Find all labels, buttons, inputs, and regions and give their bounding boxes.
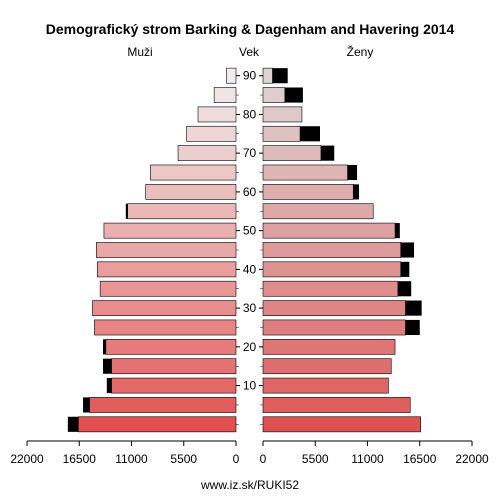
female-surplus-90+ bbox=[272, 68, 288, 84]
male-surplus-55-59 bbox=[125, 203, 128, 219]
male-bar-15-19 bbox=[111, 358, 237, 375]
male-bar-55-59 bbox=[127, 203, 237, 220]
male-surplus-20-24 bbox=[103, 339, 106, 355]
x-axes: 22000 16500 11000 5500 0 0 5500 11000 16500 22000 bbox=[10, 440, 489, 466]
female-surplus-25-29 bbox=[405, 319, 420, 336]
female-bar-65-69 bbox=[262, 164, 348, 181]
female-bar-20-24 bbox=[262, 338, 396, 355]
x-tick-label-left-5500: 5500 bbox=[170, 452, 197, 466]
female-bar-80-84 bbox=[262, 106, 303, 123]
female-surplus-30-34 bbox=[405, 300, 422, 316]
male-bar-45-49 bbox=[96, 242, 237, 258]
x-tick-label-right-0: 0 bbox=[260, 452, 267, 466]
x-tick-label-left-16500: 16500 bbox=[63, 452, 97, 466]
female-bar-70-74 bbox=[262, 145, 322, 162]
female-bar-75-79 bbox=[262, 125, 301, 142]
age-tick-label-80: 80 bbox=[243, 107, 257, 121]
male-bar-75-79 bbox=[186, 125, 237, 142]
male-surplus-5-9 bbox=[83, 397, 90, 413]
female-surplus-40-44 bbox=[400, 261, 410, 277]
male-bars bbox=[67, 67, 237, 433]
female-surplus-35-39 bbox=[397, 281, 412, 297]
female-bar-25-29 bbox=[262, 319, 406, 336]
x-tick-label-left-0: 0 bbox=[233, 452, 240, 466]
age-tick-label-10: 10 bbox=[243, 379, 257, 393]
left-series-label: Muži bbox=[127, 45, 152, 59]
right-series-label: Ženy bbox=[347, 44, 374, 59]
age-tick-label-50: 50 bbox=[243, 224, 257, 238]
age-tick-label-20: 20 bbox=[243, 340, 257, 354]
female-bar-55-59 bbox=[262, 203, 374, 220]
female-bar-0-4 bbox=[262, 416, 421, 433]
age-tick-label-70: 70 bbox=[243, 146, 257, 160]
female-bar-90+ bbox=[262, 67, 273, 84]
female-bar-60-64 bbox=[262, 184, 354, 200]
female-surplus-45-49 bbox=[400, 242, 415, 258]
female-surplus-75-79 bbox=[300, 126, 320, 142]
male-surplus-15-19 bbox=[103, 358, 112, 374]
source-footer: www.iz.sk/RUKI52 bbox=[200, 478, 299, 492]
female-bar-40-44 bbox=[262, 261, 402, 278]
female-bar-5-9 bbox=[262, 397, 411, 413]
age-axis: 10 20 30 40 50 60 70 80 90 bbox=[236, 69, 263, 425]
x-tick-label-right-5500: 5500 bbox=[302, 452, 329, 466]
x-tick-label-left-11000: 11000 bbox=[115, 452, 148, 466]
male-bar-90+ bbox=[226, 67, 237, 84]
x-tick-label-right-11000: 11000 bbox=[351, 452, 384, 466]
female-surplus-60-64 bbox=[353, 184, 359, 200]
female-bar-85-89 bbox=[262, 87, 286, 103]
female-bar-15-19 bbox=[262, 358, 392, 375]
male-bar-60-64 bbox=[145, 184, 237, 200]
male-bar-10-14 bbox=[111, 377, 237, 394]
male-bar-30-34 bbox=[92, 300, 237, 316]
female-surplus-85-89 bbox=[284, 87, 303, 103]
male-bar-65-69 bbox=[150, 164, 237, 181]
male-bar-35-39 bbox=[99, 280, 237, 297]
male-bar-0-4 bbox=[78, 416, 237, 433]
male-bar-80-84 bbox=[197, 106, 237, 123]
male-bar-5-9 bbox=[89, 397, 237, 413]
x-tick-label-left-22000: 22000 bbox=[10, 452, 44, 466]
female-surplus-50-54 bbox=[395, 223, 400, 239]
female-bar-10-14 bbox=[262, 377, 389, 394]
x-tick-label-right-16500: 16500 bbox=[403, 452, 437, 466]
x-tick-label-right-22000: 22000 bbox=[455, 452, 489, 466]
age-tick-label-40: 40 bbox=[243, 262, 257, 276]
male-bar-20-24 bbox=[105, 338, 237, 355]
chart-title: Demografický strom Barking & Dagenham an… bbox=[46, 21, 455, 37]
male-bar-50-54 bbox=[103, 222, 237, 239]
female-bar-50-54 bbox=[262, 222, 396, 239]
male-bar-70-74 bbox=[177, 145, 237, 162]
female-bar-30-34 bbox=[262, 300, 406, 316]
female-surplus-70-74 bbox=[320, 145, 335, 161]
age-tick-label-90: 90 bbox=[243, 69, 257, 83]
male-bar-40-44 bbox=[97, 261, 237, 278]
male-bar-85-89 bbox=[213, 87, 237, 103]
age-tick-label-60: 60 bbox=[243, 185, 257, 199]
female-bar-45-49 bbox=[262, 242, 402, 258]
female-bar-35-39 bbox=[262, 280, 399, 297]
male-surplus-0-4 bbox=[67, 416, 79, 432]
male-bar-25-29 bbox=[94, 319, 237, 336]
female-surplus-65-69 bbox=[347, 164, 358, 181]
age-tick-label-30: 30 bbox=[243, 301, 257, 315]
female-bars bbox=[262, 67, 422, 433]
male-surplus-10-14 bbox=[106, 378, 112, 394]
age-axis-label: Vek bbox=[239, 45, 260, 59]
